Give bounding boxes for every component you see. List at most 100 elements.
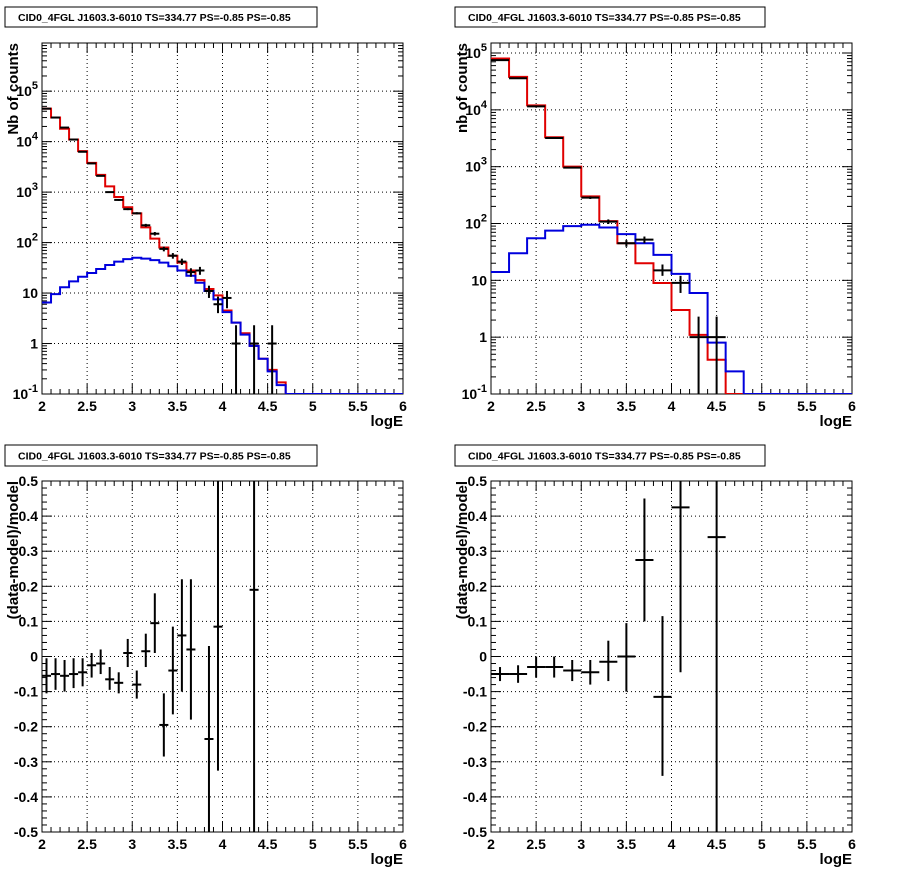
data-point xyxy=(114,672,124,694)
y-tick-label: -0.2 xyxy=(463,719,487,735)
x-tick-label: 5 xyxy=(309,398,317,414)
data-point xyxy=(78,658,88,687)
grid xyxy=(491,43,852,394)
data-point xyxy=(141,633,151,668)
data-point xyxy=(150,232,160,236)
data-point xyxy=(213,296,223,314)
x-tick-label: 6 xyxy=(399,836,407,852)
x-tick-label: 5.5 xyxy=(348,836,368,852)
data-point xyxy=(159,693,169,757)
data-point xyxy=(132,212,142,215)
data-point xyxy=(509,665,528,683)
data-point xyxy=(42,107,52,110)
x-tick-label: 6 xyxy=(848,836,856,852)
data-point xyxy=(581,660,600,685)
data-point xyxy=(96,649,106,675)
data-point xyxy=(671,275,690,293)
grid xyxy=(42,481,403,832)
y-tick-label: 0.3 xyxy=(19,543,39,559)
chart-title-box xyxy=(4,444,318,467)
x-tick-label: 5 xyxy=(758,836,766,852)
data-point xyxy=(653,264,672,276)
panel-bottom-right: CID0_4FGL J1603.3-6010 TS=334.77 PS=-0.8… xyxy=(454,444,856,868)
x-tick-label: 3 xyxy=(577,836,585,852)
data-point xyxy=(168,626,178,715)
plot-area xyxy=(42,107,403,394)
data-point xyxy=(617,240,636,247)
data-point xyxy=(69,658,79,689)
data-point xyxy=(545,656,564,678)
data-point xyxy=(123,638,133,668)
y-tick-label: 104 xyxy=(16,131,39,150)
y-tick-label: 0.2 xyxy=(468,578,488,594)
data-point xyxy=(707,481,726,832)
y-tick-label: -0.4 xyxy=(14,789,38,805)
x-tick-label: 4 xyxy=(219,398,227,414)
chart-title: CID0_4FGL J1603.3-6010 TS=334.77 PS=-0.8… xyxy=(468,451,741,463)
y-axis-label: (data-model)/model xyxy=(5,481,22,619)
y-tick-label: 10 xyxy=(22,285,38,301)
data-point xyxy=(213,481,223,771)
data-point xyxy=(635,498,654,622)
x-tick-label: 2.5 xyxy=(77,836,97,852)
data-point xyxy=(168,253,178,259)
y-tick-label: 103 xyxy=(465,156,487,175)
x-tick-label: 3 xyxy=(128,836,136,852)
x-tick-label: 2.5 xyxy=(526,836,546,852)
y-tick-label: 0.4 xyxy=(468,508,488,524)
x-tick-label: 3 xyxy=(128,398,136,414)
y-tick-label: 105 xyxy=(465,42,487,61)
data-point xyxy=(195,266,205,275)
x-tick-label: 2.5 xyxy=(526,398,546,414)
data-point xyxy=(509,77,528,80)
y-tick-label: -0.3 xyxy=(14,754,38,770)
x-tick-label: 5 xyxy=(309,836,317,852)
x-tick-label: 5.5 xyxy=(797,398,817,414)
data-point xyxy=(105,191,115,194)
y-tick-label: 10 xyxy=(471,272,487,288)
data-point xyxy=(563,660,582,682)
x-tick-label: 4.5 xyxy=(258,398,278,414)
data-point xyxy=(42,658,52,694)
data-point xyxy=(204,285,214,298)
data-point xyxy=(60,660,70,692)
data-point xyxy=(231,325,241,394)
x-tick-label: 2.5 xyxy=(77,398,97,414)
chart-title: CID0_4FGL J1603.3-6010 TS=334.77 PS=-0.8… xyxy=(18,12,291,24)
chart-title: CID0_4FGL J1603.3-6010 TS=334.77 PS=-0.8… xyxy=(18,451,291,463)
data-point xyxy=(671,481,690,673)
data-point xyxy=(105,667,115,690)
y-tick-label: -0.5 xyxy=(463,824,487,840)
x-axis-label: logE xyxy=(820,413,853,430)
data-point xyxy=(141,223,151,227)
data-point xyxy=(491,59,510,62)
x-tick-label: 4.5 xyxy=(707,836,727,852)
grid xyxy=(491,481,852,832)
y-tick-label: 1 xyxy=(479,329,487,345)
y-tick-label: -0.2 xyxy=(14,719,38,735)
data-point xyxy=(249,481,259,832)
y-tick-label: 0.2 xyxy=(19,578,39,594)
x-tick-label: 3.5 xyxy=(617,836,637,852)
data-point xyxy=(51,658,61,690)
data-point xyxy=(186,268,196,277)
grid xyxy=(42,43,403,394)
series-0-line xyxy=(491,57,852,394)
data-point xyxy=(51,116,61,119)
y-tick-label: 0.5 xyxy=(19,473,39,489)
y-tick-label: 104 xyxy=(465,99,488,118)
data-point xyxy=(617,623,636,692)
data-point xyxy=(60,126,70,129)
data-point xyxy=(249,325,259,394)
y-tick-label: 0.1 xyxy=(19,613,39,629)
y-tick-label: 0.4 xyxy=(19,508,39,524)
data-point xyxy=(599,640,618,682)
data-point xyxy=(707,316,726,394)
y-tick-label: 10-1 xyxy=(462,383,487,402)
data-point xyxy=(186,579,196,720)
x-tick-label: 2 xyxy=(38,398,46,414)
x-tick-label: 2 xyxy=(487,398,495,414)
y-axis-ticks xyxy=(491,480,852,833)
x-tick-label: 4 xyxy=(219,836,227,852)
data-point xyxy=(78,150,88,153)
